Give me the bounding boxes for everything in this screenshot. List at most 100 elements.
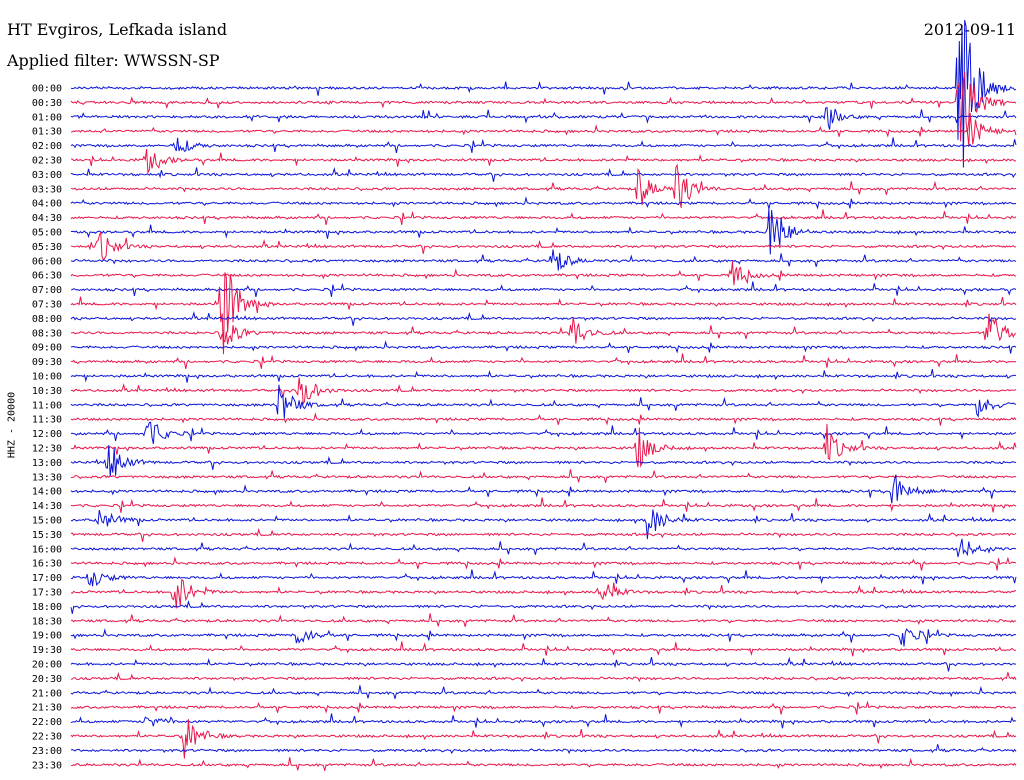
trace-line xyxy=(70,469,1017,483)
time-label: 05:30 xyxy=(32,242,62,253)
time-label: 09:30 xyxy=(32,357,62,368)
trace-line xyxy=(70,599,1017,614)
trace-line xyxy=(70,281,1017,298)
time-label: 20:30 xyxy=(32,674,62,685)
time-label: 06:00 xyxy=(32,256,62,267)
trace-line xyxy=(70,72,1017,142)
time-label: 19:30 xyxy=(32,645,62,656)
time-label: 16:00 xyxy=(32,544,62,555)
time-label: 04:00 xyxy=(32,199,62,210)
trace-line xyxy=(70,368,1017,383)
trace-line xyxy=(70,569,1017,587)
trace-line xyxy=(70,137,1017,153)
time-label: 22:30 xyxy=(32,732,62,743)
trace-line xyxy=(70,353,1017,369)
trace-line xyxy=(70,527,1017,542)
trace-line xyxy=(70,112,1017,147)
time-label: 13:30 xyxy=(32,472,62,483)
trace-line xyxy=(70,311,1017,326)
trace-line xyxy=(70,628,1017,647)
trace-line xyxy=(70,656,1017,672)
trace-line xyxy=(70,671,1017,683)
trace-line xyxy=(70,509,1017,540)
time-label: 18:00 xyxy=(32,602,62,613)
time-label: 11:30 xyxy=(32,415,62,426)
trace-line xyxy=(70,579,1017,609)
trace-line xyxy=(70,713,1017,729)
trace-line xyxy=(70,538,1017,558)
time-label: 13:00 xyxy=(32,458,62,469)
trace-line xyxy=(70,641,1017,657)
time-label: 09:00 xyxy=(32,343,62,354)
trace-line xyxy=(70,613,1017,627)
time-label: 15:30 xyxy=(32,530,62,541)
time-label: 10:30 xyxy=(32,386,62,397)
trace-line xyxy=(71,340,1017,354)
time-label: 03:00 xyxy=(32,170,62,181)
trace-line xyxy=(70,685,1017,699)
time-label: 12:30 xyxy=(32,444,62,455)
time-label: 04:30 xyxy=(32,213,62,224)
time-label: 22:00 xyxy=(32,717,62,728)
trace-line xyxy=(70,421,1017,445)
trace-line xyxy=(70,19,1017,168)
trace-line xyxy=(70,232,1016,262)
time-label: 06:30 xyxy=(32,271,62,282)
date-label: 2012-09-11 xyxy=(923,20,1016,39)
trace-line xyxy=(70,423,1017,468)
time-label: 20:00 xyxy=(32,660,62,671)
time-label: 21:00 xyxy=(32,688,62,699)
trace-line xyxy=(70,148,1017,175)
trace-line xyxy=(70,757,1017,771)
time-label: 00:00 xyxy=(32,84,62,95)
time-label: 01:00 xyxy=(32,112,62,123)
time-label: 10:00 xyxy=(32,372,62,383)
time-label: 17:30 xyxy=(32,588,62,599)
trace-line xyxy=(70,261,1017,286)
time-label: 23:00 xyxy=(32,746,62,757)
trace-line xyxy=(70,249,1017,271)
trace-line xyxy=(70,163,1017,208)
time-label: 03:30 xyxy=(32,184,62,195)
traces xyxy=(70,19,1017,771)
time-label: 21:30 xyxy=(32,703,62,714)
time-label: 08:00 xyxy=(32,314,62,325)
time-label: 07:00 xyxy=(32,285,62,296)
time-labels: 00:00 00:30 01:00 01:30 02:00 02:30 03:00 03:30… xyxy=(32,84,62,772)
trace-line xyxy=(70,744,1017,755)
time-label: 02:00 xyxy=(32,141,62,152)
trace-line xyxy=(70,556,1017,571)
trace-line xyxy=(70,384,1017,419)
trace-line xyxy=(70,196,1017,210)
time-label: 05:00 xyxy=(32,228,62,239)
trace-line xyxy=(71,208,1017,255)
station-title: HT Evgiros, Lefkada island xyxy=(7,20,228,39)
trace-line xyxy=(70,106,1017,130)
time-label: 18:30 xyxy=(32,616,62,627)
time-label: 00:30 xyxy=(32,98,62,109)
trace-line xyxy=(70,719,1017,759)
time-label: 11:00 xyxy=(32,400,62,411)
trace-line xyxy=(70,377,1017,406)
time-label: 15:00 xyxy=(32,516,62,527)
trace-line xyxy=(70,474,1017,504)
time-label: 08:30 xyxy=(32,328,62,339)
time-label: 19:00 xyxy=(32,631,62,642)
time-label: 14:00 xyxy=(32,487,62,498)
time-label: 16:30 xyxy=(32,559,62,570)
trace-line xyxy=(70,412,1017,426)
time-label: 23:30 xyxy=(32,760,62,771)
trace-line xyxy=(70,167,1017,182)
trace-line xyxy=(70,444,1017,477)
filter-label: Applied filter: WWSSN-SP xyxy=(7,51,220,70)
time-label: 02:30 xyxy=(32,156,62,167)
time-label: 14:30 xyxy=(32,501,62,512)
time-label: 07:30 xyxy=(32,300,62,311)
time-label: 12:00 xyxy=(32,429,62,440)
trace-line xyxy=(70,497,1017,513)
time-label: 01:30 xyxy=(32,127,62,138)
trace-line xyxy=(70,700,1017,715)
time-label: 17:00 xyxy=(32,573,62,584)
trace-line xyxy=(70,313,1017,345)
